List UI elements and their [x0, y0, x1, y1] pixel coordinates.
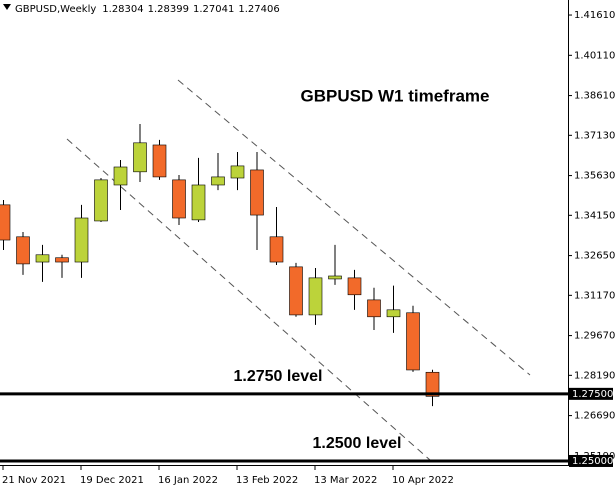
candle-body: [406, 312, 420, 371]
y-tick-label: 1.38610: [574, 91, 615, 102]
candle-body: [35, 254, 50, 263]
level-price-label: 1.25000: [572, 456, 613, 467]
candle-body: [55, 257, 69, 263]
y-tick-label: 1.35630: [574, 171, 615, 182]
y-tick-label: 1.28190: [574, 370, 615, 381]
candle-body: [386, 309, 401, 318]
channel-line: [66, 138, 431, 461]
candle-body: [172, 179, 186, 219]
y-tick-label: 1.26690: [574, 411, 615, 422]
candle-body: [152, 144, 167, 178]
channel-line: [177, 79, 531, 376]
y-tick-label: 1.40110: [574, 50, 615, 61]
level-annotation: 1.2750 level: [234, 368, 323, 385]
level-annotation: 1.2500 level: [313, 435, 402, 452]
candle-body: [269, 236, 284, 263]
high-price: 1.28399: [148, 4, 189, 15]
y-tick-label: 1.31170: [574, 290, 615, 301]
candle-body: [16, 236, 30, 265]
candle-body: [367, 299, 381, 318]
candle-body: [211, 176, 225, 186]
x-tick-label: 10 Apr 2022: [392, 475, 454, 486]
candle-body: [289, 266, 303, 316]
x-tick-label: 13 Feb 2022: [236, 475, 298, 486]
level-price-box: [569, 454, 613, 467]
level-price-box: [569, 387, 613, 400]
candle-body: [191, 184, 206, 221]
menu-triangle[interactable]: [3, 4, 11, 10]
candle-body: [425, 371, 440, 397]
y-tick-label: 1.41610: [574, 10, 615, 21]
candle-body: [250, 169, 264, 216]
candle-body: [113, 166, 128, 186]
candle-body: [347, 277, 362, 296]
open-price: 1.28304: [102, 4, 143, 15]
level-price-label: 1.27500: [572, 389, 613, 400]
candle-body: [0, 204, 11, 241]
candle-body: [74, 217, 89, 263]
close-price: 1.27406: [238, 4, 279, 15]
candle-body: [308, 277, 323, 316]
x-tick-label: 16 Jan 2022: [158, 475, 218, 486]
x-tick-label: 19 Dec 2021: [80, 475, 144, 486]
low-price: 1.27041: [193, 4, 234, 15]
annotation: GBPUSD W1 timeframe: [301, 86, 490, 105]
candle-body: [133, 142, 147, 173]
header: GBPUSD,Weekly 1.28304 1.28399 1.27041 1.2740…: [15, 4, 280, 15]
symbol-title: GBPUSD,Weekly: [15, 4, 96, 15]
y-tick-label: 1.29670: [574, 331, 615, 342]
y-tick-label: 1.32650: [574, 251, 615, 262]
y-tick-label: 1.37130: [574, 130, 615, 141]
candle-body: [230, 165, 245, 179]
x-tick-label: 13 Mar 2022: [314, 475, 377, 486]
y-tick-label: 1.34150: [574, 210, 615, 221]
x-tick-label: 21 Nov 2021: [2, 475, 66, 486]
candle-body: [328, 275, 342, 280]
candle-body: [94, 179, 108, 222]
